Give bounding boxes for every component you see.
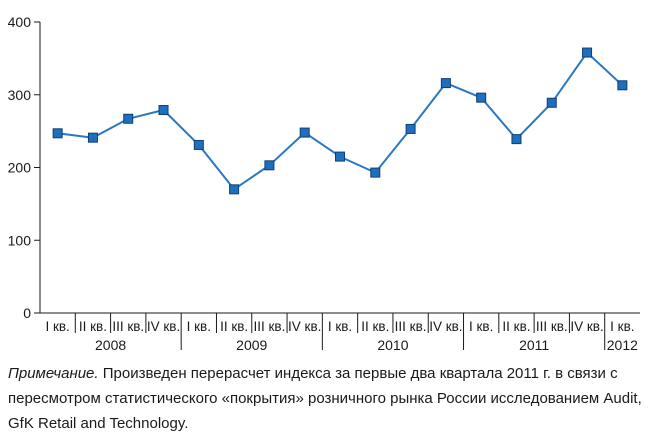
x-category-label: IV кв. [429,319,462,334]
data-point-marker [476,92,487,103]
y-axis-ticks: 0 100 200 300 400 [8,14,40,321]
data-point-marker [264,160,275,171]
data-point-marker [158,105,169,116]
data-point-marker [123,113,134,124]
chart-axes [39,22,640,350]
x-category-label: III кв. [395,319,427,334]
data-point-marker [193,139,204,150]
data-point-marker [546,97,557,108]
data-point-marker [440,78,451,89]
x-year-label: 2010 [377,337,408,353]
x-category-label: I кв. [45,319,69,334]
x-category-label: III кв. [253,319,285,334]
y-tick-label: 300 [8,87,32,103]
x-category-label: I кв. [610,319,634,334]
y-tick-label: 200 [8,160,32,176]
x-category-label: III кв. [112,319,144,334]
x-year-label: 2008 [95,337,126,353]
series-line [57,51,624,191]
chart-note: Примечание. Произведен перерасчет индекс… [8,361,644,436]
x-axis-labels: I кв. II кв. III кв. IV кв. I кв. II кв. III к… [45,319,638,353]
data-point-marker [405,123,416,134]
x-year-label: 2012 [607,337,638,353]
data-point-marker [511,134,522,145]
x-year-label: 2011 [519,337,549,353]
x-category-label: II кв. [361,319,389,334]
y-tick-label: 400 [8,14,32,30]
y-tick-label: 100 [8,232,32,248]
note-label: Примечание. [8,365,99,382]
x-category-label: IV кв. [147,319,180,334]
y-tick-label: 0 [23,305,31,321]
series-layer [52,47,628,195]
data-point-marker [229,184,240,195]
x-category-label: IV кв. [288,319,321,334]
x-year-label: 2009 [236,337,267,353]
x-category-label: I кв. [328,319,352,334]
data-point-marker [335,151,345,162]
x-category-label: II кв. [502,319,530,334]
data-point-marker [87,132,98,143]
x-category-label: III кв. [536,319,568,334]
x-category-label: I кв. [469,319,493,334]
data-point-marker [370,167,381,178]
x-category-label: I кв. [187,319,211,334]
note-text: Произведен перерасчет индекса за первые … [8,365,642,432]
data-point-marker [299,127,310,138]
data-point-marker [617,80,628,91]
data-point-marker [582,47,593,58]
x-category-label: II кв. [79,319,107,334]
x-category-label: IV кв. [570,319,603,334]
x-category-label: II кв. [220,319,248,334]
data-point-marker [52,128,63,139]
